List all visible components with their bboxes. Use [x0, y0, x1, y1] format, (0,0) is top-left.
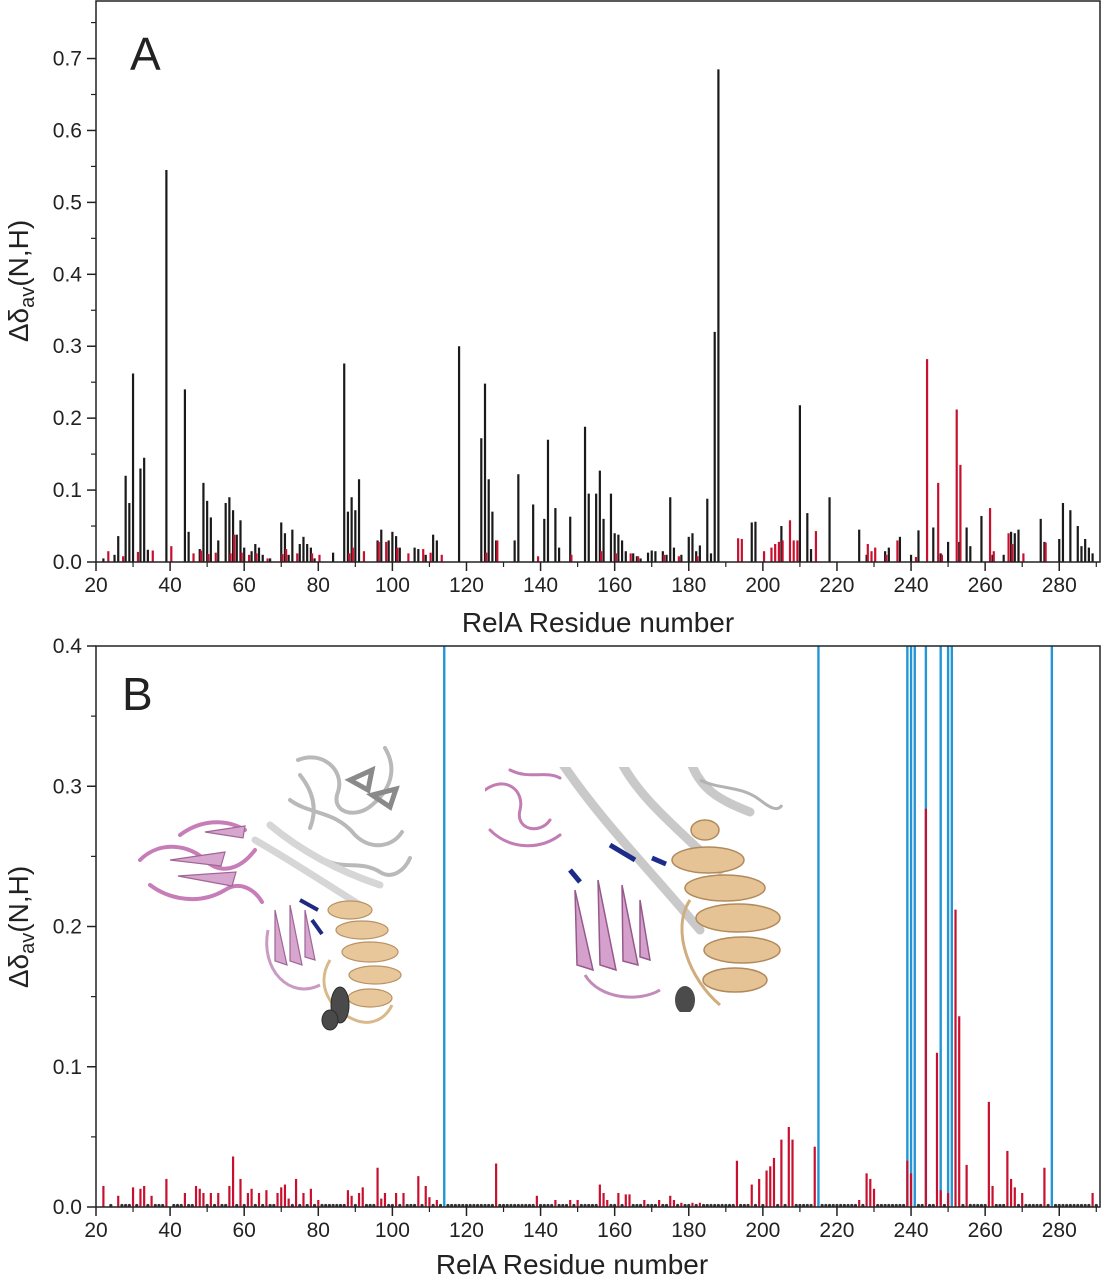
structure-image-complex	[138, 746, 412, 1031]
y-tick-label-0.6: 0.6	[53, 119, 82, 142]
plot-frame-a	[95, 0, 1101, 563]
x-tick-label-80: 80	[307, 1219, 330, 1242]
x-tick-label-200: 200	[745, 574, 780, 597]
y-tick-label-0.4: 0.4	[53, 263, 83, 286]
x-tick-label-60: 60	[233, 1219, 256, 1242]
x-tick-label-120: 120	[449, 574, 484, 597]
x-tick-label-200: 200	[745, 1219, 780, 1242]
y-tick-label-0.3: 0.3	[53, 775, 82, 798]
x-tick-label-280: 280	[1042, 1219, 1077, 1242]
x-tick-label-220: 220	[819, 574, 854, 597]
structure-image-zoom	[485, 767, 783, 1012]
x-tick-label-20: 20	[84, 574, 107, 597]
x-tick-label-280: 280	[1042, 574, 1077, 597]
y-tick-label-0.1: 0.1	[53, 479, 82, 502]
x-tick-label-220: 220	[819, 1219, 854, 1242]
x-tick-label-240: 240	[894, 574, 929, 597]
x-tick-label-60: 60	[233, 574, 256, 597]
x-tick-label-100: 100	[375, 1219, 410, 1242]
x-axis-label-a: RelA Residue number	[462, 607, 734, 638]
chart-panel-b: 20 40 60 80 100 120 140 160 180 200 220 240 260 280 0.…	[3, 635, 1101, 1280]
x-tick-label-120: 120	[449, 1219, 484, 1242]
x-tick-label-260: 260	[968, 1219, 1003, 1242]
y-tick-label-0.0: 0.0	[53, 551, 82, 574]
y-tick-label-0.7: 0.7	[53, 48, 82, 71]
y-tick-label-0.4: 0.4	[53, 635, 83, 658]
panel-label-b: B	[122, 668, 153, 720]
x-tick-label-140: 140	[523, 1219, 558, 1242]
y-tick-label-0.2: 0.2	[53, 916, 82, 939]
ticks-a: 20 40 60 80 100 120 140 160 180 200 220 240 260 280 0.…	[53, 21, 1097, 597]
y-tick-label-0.5: 0.5	[53, 191, 82, 214]
series-red-bars	[107, 359, 1047, 562]
x-axis-label-b: RelA Residue number	[436, 1249, 708, 1280]
chart-panel-a: 20 40 60 80 100 120 140 160 180 200 220 240 260 280 0.…	[3, 0, 1101, 638]
y-tick-label-0.1: 0.1	[53, 1056, 82, 1079]
x-tick-label-40: 40	[158, 1219, 181, 1242]
x-tick-label-180: 180	[671, 574, 706, 597]
x-tick-label-160: 160	[597, 1219, 632, 1242]
series-black-bars	[102, 69, 1094, 562]
x-tick-label-100: 100	[375, 574, 410, 597]
series-red-bars-b	[102, 808, 1094, 1207]
x-tick-label-160: 160	[597, 574, 632, 597]
y-tick-label-0.2: 0.2	[53, 407, 82, 430]
x-tick-label-140: 140	[523, 574, 558, 597]
x-tick-label-20: 20	[84, 1219, 107, 1242]
vertical-markers	[443, 646, 1054, 1207]
x-tick-label-260: 260	[968, 574, 1003, 597]
x-tick-label-180: 180	[671, 1219, 706, 1242]
ticks-b: 20 40 60 80 100 120 140 160 180 200 220 240 260 280 0.…	[53, 635, 1097, 1242]
x-tick-label-80: 80	[307, 574, 330, 597]
panel-label-a: A	[130, 28, 161, 80]
y-axis-label-a: Δδav(N,H)	[3, 220, 39, 342]
x-tick-label-40: 40	[158, 574, 181, 597]
y-axis-label-b: Δδav(N,H)	[3, 866, 39, 988]
y-tick-label-0.3: 0.3	[53, 335, 82, 358]
x-tick-label-240: 240	[894, 1219, 929, 1242]
y-tick-label-0.0: 0.0	[53, 1196, 82, 1219]
